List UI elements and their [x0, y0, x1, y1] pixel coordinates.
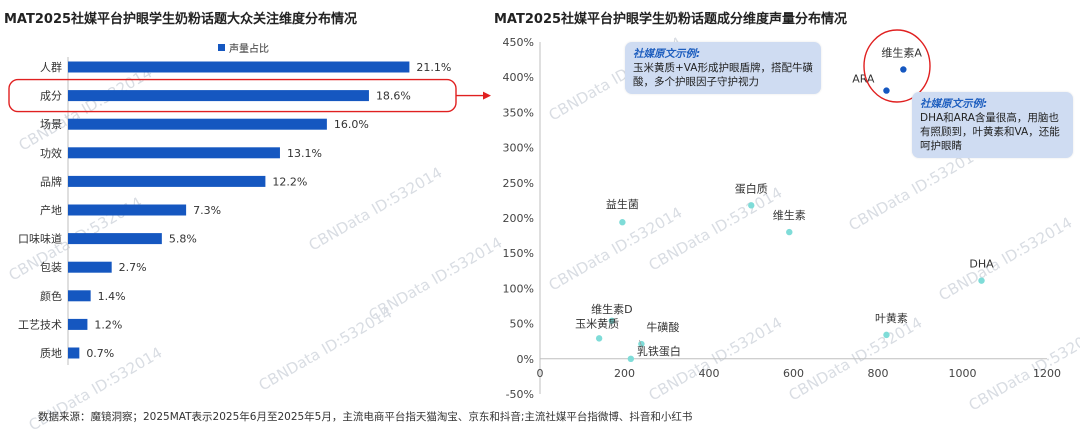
- right-chart-title: MAT2025社媒平台护眼学生奶粉话题成分维度声量分布情况: [494, 12, 848, 27]
- bar-category-label: 产地: [40, 203, 62, 217]
- callout-1-title: 社媒原文示例:: [633, 48, 701, 60]
- bar-value-label: 2.7%: [119, 261, 147, 274]
- y-tick-label: 50%: [510, 318, 534, 331]
- bar-value-label: 1.2%: [94, 318, 122, 331]
- left-chart-title: MAT2025社媒平台护眼学生奶粉话题大众关注维度分布情况: [4, 12, 358, 27]
- bar-value-label: 18.6%: [376, 90, 411, 103]
- bar-chart: 人群 21.1% 成分 18.6% 场景 16.0% 功效 13.1% 品牌 12.2% 产地 7.3…: [8, 57, 491, 365]
- scatter-point-label: DHA: [969, 258, 994, 271]
- scatter-point: [619, 219, 626, 226]
- bar: [68, 118, 327, 130]
- bar: [68, 61, 410, 73]
- x-tick-label: 1000: [949, 367, 977, 380]
- scatter-point-label: 乳铁蛋白: [637, 344, 681, 358]
- bar-category-label: 成分: [40, 90, 62, 103]
- highlight-arrow-head: [483, 91, 491, 100]
- bar: [68, 90, 369, 102]
- bar: [68, 347, 80, 359]
- x-tick-label: 400: [699, 367, 720, 380]
- bar-value-label: 16.0%: [334, 118, 369, 131]
- legend-label: 声量占比: [229, 44, 269, 55]
- y-tick-label: 150%: [503, 247, 534, 260]
- x-tick-label: 0: [537, 367, 544, 380]
- bar-value-label: 5.8%: [169, 233, 197, 246]
- scatter-point: [883, 331, 890, 339]
- bar-category-label: 品牌: [40, 174, 62, 188]
- bar: [68, 204, 187, 216]
- scatter-point-label: 维生素: [773, 208, 806, 222]
- bar-category-label: 包装: [40, 261, 62, 274]
- scatter-point: [595, 335, 603, 342]
- callout-example-2: 社媒原文示例: DHA和ARA含量很高，用脑也有照顾到，叶黄素和VA，还能呵护眼…: [912, 92, 1073, 158]
- bar-category-label: 工艺技术: [18, 318, 62, 331]
- callout-2-title: 社媒原文示例:: [920, 98, 988, 110]
- bar-category-label: 人群: [40, 60, 62, 74]
- legend-swatch: [218, 44, 225, 51]
- callout-2-text: DHA和ARA含量很高，用脑也有照顾到，叶黄素和VA，还能呵护眼睛: [920, 112, 1060, 152]
- scatter-point: [978, 277, 985, 284]
- scatter-point: [786, 228, 793, 236]
- scatter-chart: -50% 0% 50% 100% 150% 200% 250% 300% 350% 400% 450…: [503, 29, 1061, 401]
- bar: [68, 147, 280, 159]
- x-tick-label: 600: [783, 367, 804, 380]
- scatter-point-label: 益生菌: [606, 197, 639, 211]
- x-tick-label: 200: [614, 367, 635, 380]
- scatter-point: [608, 317, 616, 324]
- y-tick-label: 350%: [503, 106, 534, 119]
- x-tick-label: 800: [868, 367, 889, 380]
- bar-category-label: 功效: [40, 146, 62, 160]
- bar-value-label: 7.3%: [193, 204, 221, 217]
- bar-category-label: 场景: [40, 117, 62, 131]
- bar-legend: 声量占比: [218, 40, 269, 55]
- bar-category-label: 颜色: [40, 289, 62, 303]
- bar-value-label: 21.1%: [416, 61, 451, 74]
- y-tick-label: 250%: [503, 177, 534, 190]
- y-tick-label: 450%: [503, 36, 534, 49]
- bar-category-label: 质地: [40, 347, 62, 360]
- leader-line: [639, 339, 644, 351]
- bar-value-label: 12.2%: [272, 175, 307, 188]
- data-source-note: 数据来源：魔镜洞察；2025MAT表示2025年6月至2025年5月，主流电商平…: [38, 411, 693, 423]
- bar: [68, 290, 91, 302]
- bar-value-label: 0.7%: [86, 347, 114, 360]
- bar: [68, 261, 112, 273]
- scatter-point: [627, 355, 635, 362]
- scatter-point-label: 蛋白质: [735, 181, 768, 195]
- scatter-point-label: ARA: [852, 73, 875, 86]
- bar-value-label: 1.4%: [98, 290, 126, 303]
- y-tick-label: 400%: [503, 71, 534, 84]
- scatter-point: [883, 87, 890, 94]
- x-tick-label: 1200: [1033, 367, 1061, 380]
- scatter-point: [748, 202, 755, 209]
- y-tick-label: 200%: [503, 212, 534, 225]
- scatter-point-label: 维生素A: [881, 45, 922, 59]
- bar: [68, 175, 266, 187]
- callout-example-1: 社媒原文示例: 玉米黄质+VA形成护眼盾牌，搭配牛磺酸，多个护眼因子守护视力: [625, 42, 821, 94]
- bar: [68, 318, 88, 330]
- y-tick-label: -50%: [506, 388, 534, 401]
- highlight-circle: [863, 29, 931, 103]
- y-tick-label: 100%: [503, 282, 534, 295]
- callout-1-text: 玉米黄质+VA形成护眼盾牌，搭配牛磺酸，多个护眼因子守护视力: [633, 62, 813, 88]
- scatter-point-label: 牛磺酸: [646, 320, 679, 334]
- bar-category-label: 口味味道: [18, 232, 62, 246]
- bar-value-label: 13.1%: [287, 147, 322, 160]
- scatter-point-label: 叶黄素: [875, 311, 908, 325]
- y-tick-label: 0%: [517, 353, 534, 366]
- scatter-point: [638, 340, 645, 348]
- scatter-point-label: 玉米黄质: [575, 316, 619, 330]
- scatter-point-label: 维生素D: [591, 302, 632, 316]
- y-tick-label: 300%: [503, 142, 534, 155]
- bar: [68, 233, 162, 245]
- scatter-point: [900, 66, 907, 73]
